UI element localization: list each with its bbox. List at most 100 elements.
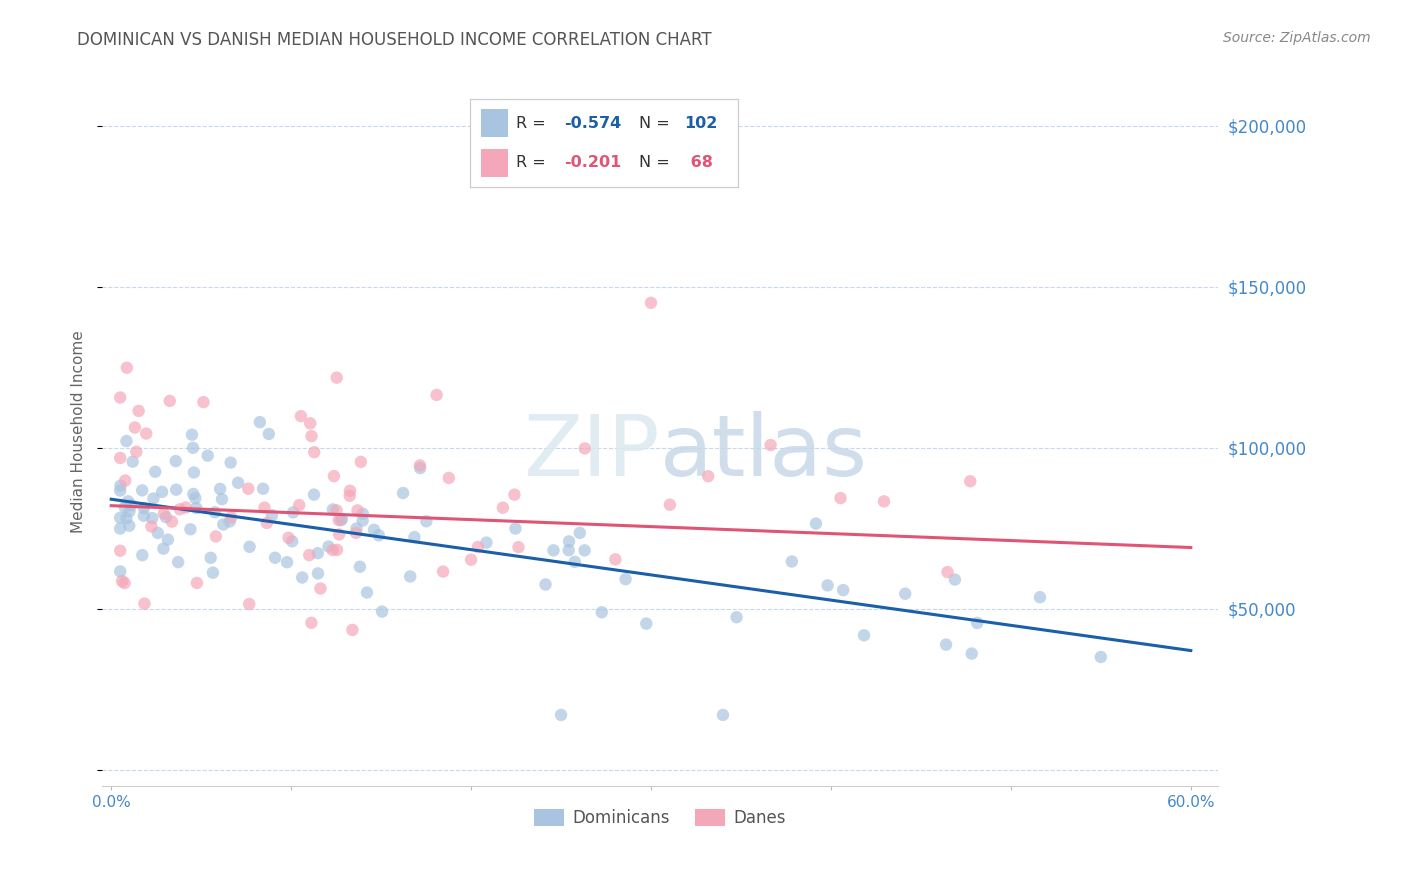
Point (299, 417, 322, 431)
Point (264, 550, 287, 565)
Point (409, 461, 432, 475)
Point (155, 510, 177, 524)
Point (640, 295, 662, 310)
Point (179, 522, 201, 536)
Point (399, 569, 422, 583)
Point (426, 388, 449, 402)
Point (183, 487, 205, 501)
Point (108, 450, 131, 465)
Point (505, 521, 527, 535)
Point (108, 391, 131, 405)
Point (346, 521, 368, 535)
Point (212, 517, 235, 532)
Point (943, 573, 966, 587)
Point (302, 488, 325, 502)
Point (156, 533, 179, 547)
Point (108, 522, 131, 536)
Point (564, 555, 586, 569)
Text: ZIP: ZIP (523, 411, 659, 494)
Point (211, 492, 233, 507)
Point (832, 583, 855, 598)
Point (219, 456, 242, 470)
Y-axis label: Median Household Income: Median Household Income (72, 330, 86, 533)
Point (352, 514, 374, 528)
Point (432, 565, 454, 579)
Point (325, 503, 347, 517)
Point (160, 515, 183, 529)
Point (330, 513, 353, 527)
Point (605, 552, 627, 566)
Point (534, 577, 557, 591)
Point (342, 623, 364, 637)
Point (118, 518, 141, 533)
Point (257, 426, 280, 441)
Point (249, 415, 271, 429)
Point (346, 503, 368, 517)
Point (873, 494, 896, 508)
Point (226, 475, 249, 490)
Point (152, 541, 174, 556)
Point (167, 555, 190, 569)
Point (115, 434, 138, 448)
Point (184, 491, 207, 505)
Point (330, 512, 353, 526)
Point (543, 543, 565, 558)
Point (108, 565, 131, 579)
Point (350, 455, 373, 469)
Point (935, 638, 957, 652)
Point (475, 535, 498, 549)
Point (574, 543, 596, 558)
Point (339, 483, 361, 498)
Point (204, 505, 226, 519)
Point (152, 507, 174, 521)
Point (209, 482, 232, 496)
Point (307, 566, 329, 581)
Point (276, 555, 298, 569)
Legend: Dominicans, Danes: Dominicans, Danes (527, 803, 793, 834)
Point (460, 552, 482, 566)
Point (328, 513, 350, 527)
Point (492, 500, 515, 515)
Point (118, 504, 141, 518)
Point (344, 525, 367, 540)
Point (114, 474, 136, 488)
Point (1090, 650, 1112, 665)
Point (404, 530, 426, 544)
Point (307, 546, 329, 560)
Point (299, 615, 322, 630)
Point (936, 565, 959, 579)
Point (804, 516, 827, 531)
Point (281, 505, 304, 519)
Point (132, 508, 155, 523)
Point (108, 510, 131, 524)
Point (467, 540, 489, 554)
Point (328, 527, 350, 541)
Point (200, 550, 222, 565)
Point (238, 482, 260, 496)
Point (183, 466, 205, 480)
Point (301, 429, 323, 443)
Point (658, 498, 681, 512)
Text: Source: ZipAtlas.com: Source: ZipAtlas.com (1223, 31, 1371, 45)
Point (437, 471, 460, 485)
Point (830, 491, 852, 505)
Point (143, 465, 166, 479)
Point (349, 559, 371, 574)
Point (298, 548, 321, 562)
Point (125, 444, 148, 458)
Point (371, 605, 394, 619)
Point (120, 498, 142, 512)
Point (181, 427, 204, 442)
Point (636, 616, 658, 631)
Point (894, 587, 917, 601)
Text: atlas: atlas (659, 411, 868, 494)
Point (558, 534, 581, 549)
Point (193, 395, 215, 409)
Point (121, 455, 143, 469)
Point (108, 543, 131, 558)
Point (219, 510, 242, 524)
Point (238, 597, 260, 611)
Point (557, 543, 579, 558)
Point (117, 494, 139, 508)
Point (356, 585, 378, 599)
